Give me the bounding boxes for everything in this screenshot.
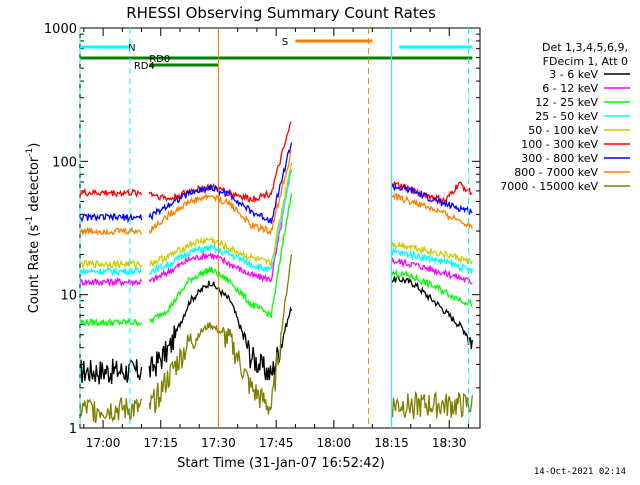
legend-label: 300 - 800 keV [521, 152, 598, 165]
annotation-label: S [282, 37, 288, 48]
x-tick-label: 17:15 [143, 436, 178, 450]
x-tick-label: 17:30 [201, 436, 236, 450]
chart-title: RHESSI Observing Summary Count Rates [126, 4, 436, 22]
legend-label: 6 - 12 keV [542, 82, 598, 95]
y-axis-title: Count Rate (s-1 detector-1) [25, 143, 42, 314]
series-line [390, 246, 473, 276]
series-line [148, 150, 292, 236]
x-tick-label: 18:15 [374, 436, 409, 450]
annotation-label: RD4 [134, 61, 155, 72]
y-tick-label: 100 [52, 155, 77, 170]
series-line [79, 397, 143, 424]
series-line [391, 192, 473, 230]
y-label-sup-2: -1 [25, 148, 35, 157]
y-tick-label: 10 [60, 289, 77, 304]
series-line [79, 225, 143, 237]
series-line [148, 162, 293, 269]
legend-label: 800 - 7000 keV [514, 166, 598, 179]
legend-label: 7000 - 15000 keV [500, 180, 598, 193]
annotation-label: N [128, 43, 135, 54]
series-line [148, 142, 293, 224]
series-line [390, 391, 473, 420]
legend-label: 3 - 6 keV [549, 68, 598, 81]
event-lines [79, 28, 469, 428]
series-line [391, 183, 473, 216]
series-line [391, 181, 473, 205]
axis-ticks: 17:00 17:15 17:30 17:45 18:00 18:15 18:30 1 10 10… [44, 22, 480, 450]
legend-header-line-2: FDecim 1, Att 0 [543, 55, 628, 68]
y-tick-label: 1000 [44, 22, 77, 37]
x-axis-title: Start Time (31-Jan-07 16:52:42) [177, 456, 385, 471]
series-line [148, 193, 293, 325]
series-line [148, 121, 292, 204]
y-label-part-2: detector [27, 156, 42, 216]
footer-timestamp: 14-Oct-2021 02:14 [533, 467, 626, 477]
y-tick-label: 1 [69, 422, 77, 437]
x-tick-label: 17:45 [259, 436, 294, 450]
series-line [79, 266, 143, 277]
series-line [79, 212, 143, 224]
series-line [79, 258, 143, 270]
legend-label: 12 - 25 keV [535, 96, 598, 109]
series-layer [79, 121, 473, 424]
series-line [390, 256, 473, 285]
x-tick-label: 18:30 [432, 436, 467, 450]
series-line [148, 280, 293, 381]
legend-label: 50 - 100 keV [528, 124, 598, 137]
series-line [79, 276, 143, 288]
series-line [390, 241, 473, 265]
series-line [148, 170, 293, 283]
series-line [79, 317, 143, 328]
x-tick-label: 17:00 [86, 436, 121, 450]
series-line [79, 358, 143, 385]
annotation-label: RD0 [149, 54, 170, 65]
x-tick-label: 18:00 [317, 436, 352, 450]
series-line [390, 274, 473, 350]
legend-label: 25 - 50 keV [535, 110, 598, 123]
y-label-part-1: Count Rate (s [27, 225, 42, 314]
series-line [149, 169, 293, 275]
series-line [390, 268, 473, 308]
plot-frame [79, 27, 481, 429]
y-axis-label: Count Rate (s-1 detector-1) [25, 143, 42, 314]
series-line [148, 254, 293, 415]
legend-label: 100 - 300 keV [521, 138, 598, 151]
y-label-sup-1: -1 [25, 216, 35, 225]
series-line [79, 187, 143, 198]
legend-header-line-1: Det 1,3,4,5,6,9, [542, 41, 628, 54]
y-label-part-3: ) [27, 143, 42, 148]
